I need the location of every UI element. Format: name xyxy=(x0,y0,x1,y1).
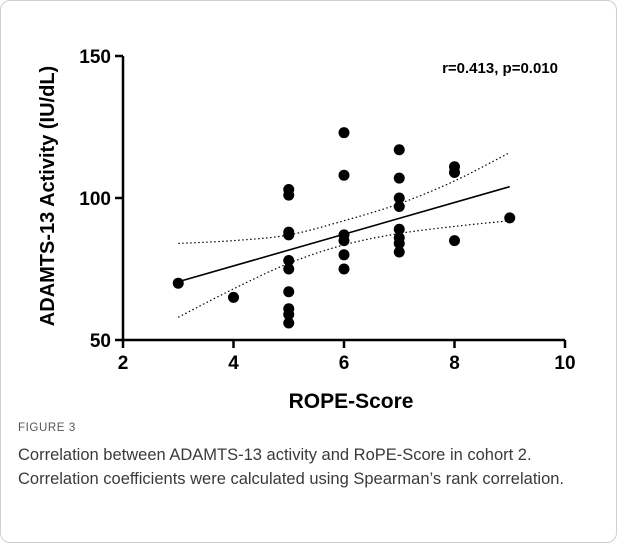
y-axis-title: ADAMTS-13 Activity (IU/dL) xyxy=(37,66,59,326)
data-point-30 xyxy=(504,212,516,224)
data-point-13 xyxy=(338,127,350,139)
data-point-20 xyxy=(393,172,405,184)
data-point-12 xyxy=(283,317,295,329)
data-point-9 xyxy=(283,286,295,298)
data-point-14 xyxy=(338,169,350,181)
data-point-2 xyxy=(228,291,239,303)
data-point-16 xyxy=(338,235,350,247)
data-point-28 xyxy=(449,166,460,178)
data-point-18 xyxy=(338,263,350,275)
data-point-23 xyxy=(393,223,405,235)
figure-caption: Correlation between ADAMTS-13 activity a… xyxy=(18,446,565,488)
plot-area: 2 4 6 8 10 50 100 150 xyxy=(79,47,575,374)
figure-label: FIGURE 3 xyxy=(18,422,76,434)
data-point-25 xyxy=(393,237,405,249)
data-point-7 xyxy=(283,254,295,266)
data-point-6 xyxy=(283,229,295,241)
data-point-21 xyxy=(393,192,405,204)
data-point-11 xyxy=(283,308,295,320)
y-tick-label-150: 150 xyxy=(79,47,111,68)
y-tick-label-100: 100 xyxy=(79,189,111,210)
data-point-17 xyxy=(338,249,350,261)
x-tick-label-6: 6 xyxy=(339,353,350,374)
data-point-26 xyxy=(393,246,405,258)
data-point-8 xyxy=(283,263,295,275)
x-tick-label-4: 4 xyxy=(228,353,239,374)
x-tick-label-10: 10 xyxy=(554,353,575,374)
data-point-29 xyxy=(449,235,460,247)
x-tick-label-2: 2 xyxy=(118,353,129,374)
y-tick-label-50: 50 xyxy=(90,331,111,352)
x-axis-title: ROPE-Score xyxy=(289,390,414,413)
data-point-22 xyxy=(393,201,405,213)
x-tick-label-8: 8 xyxy=(449,353,460,374)
correlation-annotation: r=0.413, p=0.010 xyxy=(442,60,558,77)
data-point-1 xyxy=(172,277,184,289)
data-point-4 xyxy=(283,189,295,201)
scatter-chart: 2 4 6 8 10 50 100 150 r=0.413, p=0.010 ROPE-Sco… xyxy=(37,47,576,413)
data-point-19 xyxy=(393,144,405,156)
